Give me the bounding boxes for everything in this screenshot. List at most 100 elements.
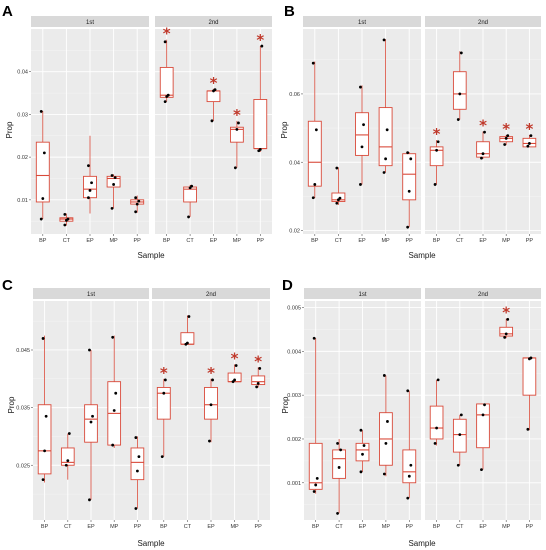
data-point xyxy=(134,196,138,200)
box-pp: * xyxy=(251,352,266,389)
y-tick-label: 0.02 xyxy=(289,229,300,235)
data-point xyxy=(458,92,462,96)
data-point xyxy=(407,474,411,478)
data-point xyxy=(63,223,67,227)
panel-c: C 1st 0.025 0.035 0.045 BP CT EP MP PP 2nd BP CT EP MP… xyxy=(2,277,270,548)
facet-2nd: 2nd BP CT EP MP PP * * * * xyxy=(425,16,541,244)
x-tick-label: BP xyxy=(41,524,49,530)
box-iqr xyxy=(156,386,171,420)
x-tick-label: CT xyxy=(456,238,464,244)
data-point xyxy=(483,403,486,407)
facet-2nd: 2nd BP CT EP MP PP * * * * xyxy=(152,288,270,530)
data-point xyxy=(386,420,389,423)
significance-star: * xyxy=(163,25,171,43)
data-point xyxy=(112,183,115,186)
x-tick-label: EP xyxy=(358,238,366,244)
x-tick-label: EP xyxy=(86,238,94,244)
box-pp xyxy=(522,356,537,431)
box-iqr xyxy=(378,107,393,167)
facet-strip-label: 1st xyxy=(358,20,366,26)
box-ct xyxy=(183,184,197,219)
x-tick-label: CT xyxy=(335,238,343,244)
box-ep xyxy=(84,348,98,502)
box-iqr xyxy=(355,442,370,462)
box-ep: * xyxy=(204,364,218,443)
data-point xyxy=(338,196,342,200)
significance-star: * xyxy=(254,352,262,370)
facet-strip xyxy=(31,16,149,27)
significance-star: * xyxy=(207,364,215,382)
data-point xyxy=(39,217,43,221)
data-point xyxy=(91,414,94,418)
data-point xyxy=(433,441,437,445)
x-tick-label: PP xyxy=(255,524,263,530)
x-tick-label: PP xyxy=(406,238,414,244)
facet-strip xyxy=(33,288,149,299)
data-point xyxy=(110,174,114,177)
facet-strip xyxy=(303,16,421,27)
data-point xyxy=(312,336,316,340)
data-point xyxy=(335,201,339,205)
facet-1st: 1st 0.001 0.002 0.003 0.004 0.005 BP CT EP MP PP xyxy=(287,288,421,530)
y-tick-label: 0.003 xyxy=(287,393,301,399)
y-tick-label: 0.03 xyxy=(17,112,28,118)
box-ct xyxy=(60,432,75,480)
y-tick-label: 0.04 xyxy=(289,160,300,166)
data-point xyxy=(526,144,530,148)
box-pp xyxy=(402,389,417,500)
data-point xyxy=(88,189,92,192)
data-point xyxy=(211,378,214,382)
box-pp xyxy=(130,436,145,510)
x-tick-label: BP xyxy=(312,524,320,530)
box-ep: * xyxy=(206,74,221,123)
data-point xyxy=(87,196,90,200)
significance-star: * xyxy=(210,74,218,92)
data-point xyxy=(162,391,166,395)
box-ct xyxy=(452,413,467,467)
significance-star: * xyxy=(233,106,241,124)
data-point xyxy=(66,217,70,221)
box-iqr xyxy=(429,146,444,167)
facet-strip xyxy=(304,288,421,299)
box-mp xyxy=(379,374,393,477)
significance-star: * xyxy=(256,31,264,49)
x-tick-label: BP xyxy=(433,238,441,244)
box-iqr xyxy=(37,404,52,475)
box-iqr xyxy=(35,141,50,203)
data-point xyxy=(113,176,117,180)
x-tick-label: BP xyxy=(433,524,441,530)
data-point xyxy=(186,341,189,345)
data-point xyxy=(208,439,211,443)
y-tick-label: 0.005 xyxy=(287,306,301,312)
facet-strip xyxy=(155,16,272,27)
data-point xyxy=(163,100,167,104)
data-point xyxy=(480,468,483,472)
data-point xyxy=(504,332,508,336)
x-tick-label: PP xyxy=(134,524,142,530)
box-mp: * xyxy=(499,304,514,339)
data-point xyxy=(436,378,440,382)
data-point xyxy=(64,463,68,467)
box-mp: * xyxy=(230,106,244,170)
y-tick-label: 0.04 xyxy=(17,70,28,76)
box-pp: * xyxy=(522,120,537,148)
x-tick-label: PP xyxy=(526,238,534,244)
data-point xyxy=(528,142,531,145)
facet-1st: 1st 0.01 0.02 0.03 0.04 BP CT EP MP PP xyxy=(17,16,149,244)
facet-strip-label: 1st xyxy=(87,292,95,298)
x-tick-label: MP xyxy=(502,238,511,244)
data-point xyxy=(66,459,70,463)
data-point xyxy=(111,335,115,339)
box-pp: * xyxy=(253,31,268,153)
box-ct xyxy=(180,315,195,346)
box-iqr xyxy=(307,120,322,187)
x-tick-label: CT xyxy=(335,524,343,530)
data-point xyxy=(258,367,262,370)
significance-star: * xyxy=(433,125,441,143)
data-point xyxy=(384,441,388,445)
panel-letter-a: A xyxy=(2,3,13,20)
box-iqr xyxy=(204,386,218,420)
data-point xyxy=(409,463,413,467)
data-point xyxy=(406,389,410,393)
x-tick-label: BP xyxy=(39,238,47,244)
